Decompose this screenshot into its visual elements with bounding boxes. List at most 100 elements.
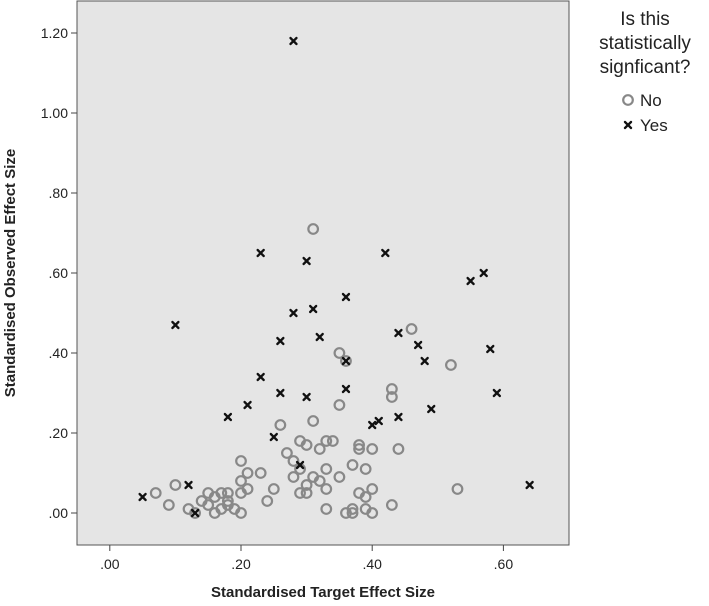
data-point-no	[254, 467, 267, 479]
data-point-no	[333, 399, 346, 411]
data-point-no	[189, 507, 201, 519]
data-point-no	[235, 475, 247, 487]
data-point-yes	[341, 356, 351, 366]
plot-area	[76, 0, 570, 546]
data-point-yes	[302, 392, 311, 402]
data-point-yes	[394, 412, 403, 422]
data-point-yes	[276, 336, 285, 346]
data-point-no	[169, 479, 182, 491]
data-point-no	[221, 495, 234, 507]
data-point-no	[281, 447, 293, 459]
data-point-no	[392, 443, 405, 455]
data-point-no	[346, 503, 359, 515]
data-point-yes	[138, 492, 147, 502]
data-point-no	[359, 463, 372, 475]
data-point-yes	[243, 400, 252, 410]
data-point-no	[320, 463, 333, 475]
data-point-no	[287, 471, 300, 483]
data-point-no	[294, 487, 306, 499]
x-axis: .00 .20 .40 .60	[100, 545, 513, 572]
data-point-no	[353, 439, 365, 451]
data-point-yes	[525, 480, 534, 490]
legend-title: signficant?	[600, 57, 691, 78]
data-point-no	[267, 483, 280, 495]
data-point-yes	[394, 328, 403, 338]
data-point-no	[353, 443, 365, 455]
legend-marker-yes	[623, 120, 633, 130]
data-point-yes	[302, 256, 311, 266]
data-point-yes	[466, 276, 475, 286]
y-tick-label: .60	[49, 265, 69, 281]
data-point-no	[320, 435, 333, 447]
data-point-no	[346, 459, 359, 471]
data-point-no	[366, 507, 379, 519]
data-point-no	[287, 455, 300, 467]
data-point-yes	[341, 384, 351, 394]
data-point-no	[320, 503, 333, 515]
data-point-yes	[368, 420, 377, 430]
data-point-no	[333, 471, 346, 483]
x-tick-label: .00	[100, 556, 120, 572]
data-point-no	[346, 507, 359, 519]
data-point-no	[385, 383, 398, 395]
data-point-yes	[486, 344, 495, 354]
data-point-no	[241, 483, 254, 495]
data-point-no	[149, 487, 162, 499]
y-tick-label: .40	[49, 345, 69, 361]
data-point-yes	[256, 248, 265, 258]
data-point-no	[307, 223, 320, 235]
data-point-no	[359, 491, 372, 503]
data-point-no	[333, 347, 346, 359]
data-point-no	[300, 439, 313, 451]
data-point-no	[326, 435, 339, 447]
legend-title: statistically	[599, 33, 691, 54]
y-tick-label: 1.00	[41, 105, 68, 121]
data-point-yes	[420, 356, 429, 366]
data-point-yes	[341, 292, 351, 302]
data-point-no	[274, 419, 287, 431]
legend-marker-no	[622, 94, 634, 106]
data-point-yes	[381, 248, 390, 258]
data-point-yes	[184, 480, 193, 490]
data-point-yes	[276, 388, 285, 398]
data-point-yes	[289, 36, 298, 46]
data-point-no	[445, 359, 457, 371]
y-tick-label: .00	[49, 505, 69, 521]
data-point-no	[385, 391, 398, 403]
data-point-no	[385, 499, 398, 511]
y-tick-label: .80	[49, 185, 69, 201]
data-point-yes	[269, 432, 278, 442]
data-point-yes	[492, 388, 501, 398]
legend-label-yes: Yes	[640, 116, 668, 135]
data-point-yes	[413, 340, 423, 350]
data-point-no	[241, 467, 254, 479]
points-layer	[138, 36, 534, 519]
data-point-no	[405, 323, 418, 335]
data-point-no	[162, 499, 175, 511]
data-point-no	[313, 475, 326, 487]
data-point-no	[202, 499, 215, 511]
data-point-yes	[256, 372, 265, 382]
data-point-no	[261, 495, 274, 507]
data-point-yes	[427, 404, 436, 414]
data-point-no	[215, 487, 228, 499]
y-axis: .00 .20 .40 .60 .80 1.00 1.20	[41, 25, 77, 521]
data-point-no	[300, 479, 313, 491]
data-point-yes	[479, 268, 488, 278]
data-point-no	[221, 487, 234, 499]
data-point-no	[235, 507, 247, 519]
legend-title: Is this	[620, 9, 670, 30]
data-point-no	[313, 443, 326, 455]
data-point-no	[366, 443, 379, 455]
data-point-no	[366, 483, 379, 495]
data-point-yes	[171, 320, 180, 330]
x-tick-label: .40	[362, 556, 382, 572]
data-point-yes	[315, 332, 324, 342]
data-point-no	[235, 455, 247, 467]
data-point-yes	[309, 304, 318, 314]
data-point-yes	[289, 308, 298, 318]
data-point-no	[307, 415, 320, 427]
y-tick-label: .20	[49, 425, 69, 441]
data-point-no	[320, 483, 333, 495]
data-point-no	[340, 355, 352, 367]
